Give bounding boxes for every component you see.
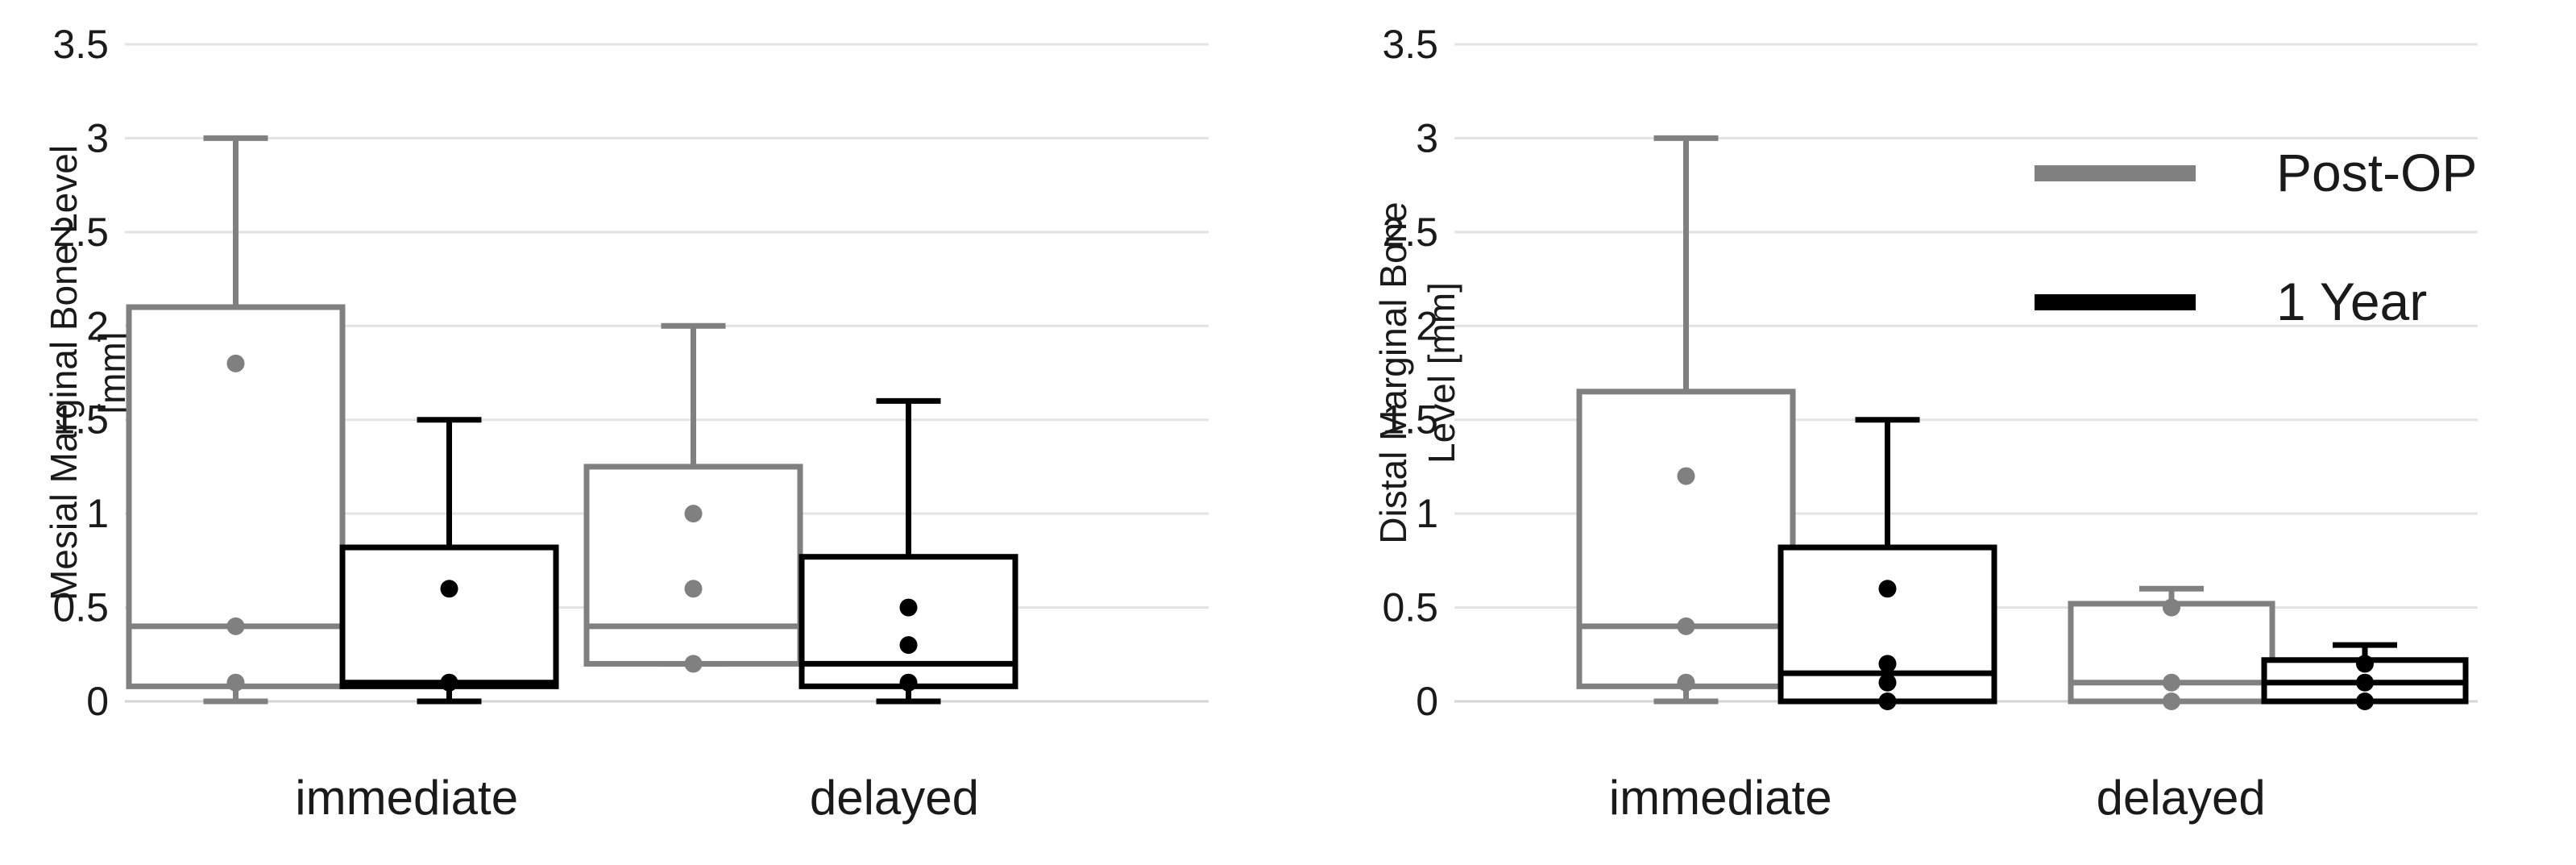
box-1-year-delayed [799,397,1018,705]
box-1-year-immediate [1777,417,1997,710]
x-category-label: immediate [1609,771,1832,825]
box-iqr [339,544,559,689]
y-axis-label: Mesial Marginal Bone Level [43,145,85,601]
box-1-year-delayed [2261,642,2469,710]
data-point [1677,673,1695,692]
legend: Post-OP 1 Year [2035,143,2477,331]
data-point [440,673,458,692]
data-point [226,673,245,692]
y-axis-label: [mm] [91,331,133,414]
distal-bone-level-chart: 0 0.5 1 1.5 2 2.5 3 3.5 Distal Marginal Bone Leve… [1372,22,2478,825]
x-category-label: delayed [810,771,979,825]
box-iqr [1576,389,1796,689]
box-1-year-immediate [339,417,559,705]
y-tick-label: 0 [1416,679,1438,724]
data-point [2163,598,2180,617]
data-point [899,636,918,655]
mesial-bone-level-chart: 0 0.5 1 1.5 2 2.5 3 3.5 Mesial Marginal Bone Lev… [43,22,1209,825]
legend-label: Post-OP [2276,143,2477,202]
data-point [1878,580,1897,598]
y-tick-label: 3.5 [1382,22,1438,67]
y-tick-label: 1.5 [1382,397,1438,443]
data-point [684,505,703,523]
data-point [226,617,245,635]
data-point [1878,692,1897,710]
box-post-op-delayed [2068,585,2275,710]
x-category-label: immediate [295,771,518,825]
data-point [899,673,918,692]
data-point [2163,692,2180,710]
data-point [440,580,458,598]
legend-label: 1 Year [2276,272,2427,331]
y-tick-label: 2 [1416,303,1438,348]
y-tick-label: 3 [86,115,109,160]
y-tick-label: 2 [86,303,109,348]
data-point [684,655,703,673]
y-tick-label: 2.5 [52,210,109,255]
y-axis-label: Level [mm] [1421,282,1462,464]
y-tick-label: 1.5 [52,397,109,443]
data-point [1878,655,1897,673]
data-point [2356,655,2374,673]
data-point [2163,673,2180,692]
data-point [1878,673,1897,692]
box-post-op-immediate [126,135,346,705]
data-point [1677,467,1695,485]
y-axis-label: Distal Marginal Bone [1372,202,1414,543]
x-category-label: delayed [2097,771,2266,825]
data-point [1677,617,1695,635]
y-tick-label: 1 [1416,491,1438,536]
box-post-op-immediate [1576,135,1796,705]
data-point [684,580,703,598]
y-tick-label: 0.5 [1382,585,1438,630]
y-tick-label: 3 [1416,115,1438,160]
box-iqr [583,464,803,667]
y-tick-label: 0.5 [52,585,109,630]
data-point [899,598,918,617]
y-tick-label: 1 [86,491,109,536]
y-tick-label: 0 [86,679,109,724]
data-point [2356,673,2374,692]
box-iqr [799,554,1018,689]
y-tick-label: 3.5 [52,22,109,67]
box-post-op-delayed [583,322,803,673]
data-point [226,354,245,372]
y-tick-label: 2.5 [1382,210,1438,255]
data-point [2356,692,2374,710]
